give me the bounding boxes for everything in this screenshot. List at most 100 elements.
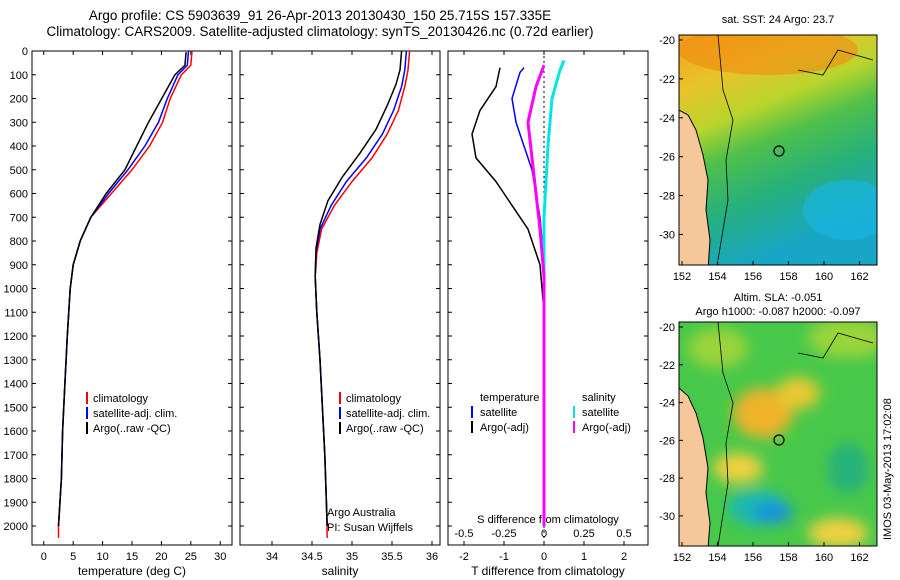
y-tick-label: 1600 xyxy=(4,426,28,438)
y-tick-label: 700 xyxy=(10,212,28,224)
sla-land xyxy=(679,388,710,546)
x-axis-label: T difference from climatology xyxy=(471,564,625,578)
x-tick-label: 15 xyxy=(126,551,138,563)
legend-label: satellite-adj. clim. xyxy=(346,408,430,420)
y-tick-label: 900 xyxy=(10,260,28,272)
x-tick-label: 35.5 xyxy=(381,551,402,563)
x2-tick-label: 0.25 xyxy=(573,528,594,540)
lon-tick-label: 162 xyxy=(850,552,868,564)
legend-label: satellite xyxy=(582,407,619,419)
x-tick-label: 2 xyxy=(621,551,627,563)
lon-tick-label: 160 xyxy=(815,271,833,283)
x-tick-label: 20 xyxy=(155,551,167,563)
x-tick-label: 1 xyxy=(581,551,587,563)
series-line-t-argo-adj- xyxy=(471,67,545,526)
legend-label: satellite-adj. clim. xyxy=(93,408,177,420)
legend-label: satellite xyxy=(480,407,517,419)
x-tick-label: 25 xyxy=(185,551,197,563)
x-tick-label: 5 xyxy=(70,551,76,563)
legend-label: Argo(..raw -QC) xyxy=(346,423,424,435)
x-tick-label: -1 xyxy=(499,551,509,563)
lat-tick-label: -28 xyxy=(659,191,675,203)
lon-tick-label: 156 xyxy=(744,271,762,283)
lat-tick-label: -20 xyxy=(659,322,675,334)
lon-tick-label: 154 xyxy=(708,271,726,283)
lon-tick-label: 158 xyxy=(779,271,797,283)
y-tick-label: 300 xyxy=(10,117,28,129)
sst-land xyxy=(679,110,710,265)
x-tick-label: 34.5 xyxy=(301,551,322,563)
source-annotation: Argo Australia xyxy=(327,507,396,519)
lon-tick-label: 152 xyxy=(673,271,691,283)
sst-isobath xyxy=(717,35,874,261)
legend-label: Argo(-adj) xyxy=(480,422,529,434)
series-line-t-satellite xyxy=(511,67,545,526)
lon-tick-label: 156 xyxy=(744,552,762,564)
sst-coastline xyxy=(679,109,711,265)
lat-tick-label: -30 xyxy=(659,511,675,523)
lat-tick-label: -24 xyxy=(659,113,675,125)
sst-cool-patch xyxy=(803,180,877,240)
salinity-panel: 34 34.5 35 35.5 36 salinity climatology satelli… xyxy=(239,50,441,578)
x2-tick-label: -0.25 xyxy=(491,528,516,540)
sst-label: sat. SST: 24 Argo: 23.7 xyxy=(721,14,835,26)
series-line-s-argo-adj- xyxy=(526,64,546,526)
lon-tick-label: 160 xyxy=(815,552,833,564)
lon-tick-label: 154 xyxy=(708,552,726,564)
x2-tick-label: 0 xyxy=(541,528,547,540)
legend-label: Argo(..raw -QC) xyxy=(93,423,171,435)
legend-salinity-heading: salinity xyxy=(582,392,616,404)
legend-label: climatology xyxy=(346,393,402,405)
y-tick-label: 1100 xyxy=(4,307,28,319)
y-tick-label: 1200 xyxy=(4,331,28,343)
lon-tick-label: 162 xyxy=(850,271,868,283)
sla-label-2: Argo h1000: -0.087 h2000: -0.097 xyxy=(695,306,861,318)
y-tick-label: 1900 xyxy=(4,497,28,509)
lat-tick-label: -22 xyxy=(659,360,675,372)
lon-tick-label: 152 xyxy=(673,552,691,564)
series-line-argo-raw-qc- xyxy=(314,50,403,527)
lat-tick-label: -28 xyxy=(659,473,675,485)
sst-argo-marker xyxy=(773,145,785,157)
y-tick-label: 800 xyxy=(10,236,28,248)
plot-frame xyxy=(447,50,649,546)
title-line-2: Climatology: CARS2009. Satellite-adjuste… xyxy=(46,24,594,39)
sla-label-1: Altim. SLA: -0.051 xyxy=(733,292,823,304)
x-tick-label: 30 xyxy=(214,551,226,563)
y-tick-label: 200 xyxy=(10,94,28,106)
series-line-climatology xyxy=(57,50,193,538)
y-tick-label: 1400 xyxy=(4,379,28,391)
y-tick-label: 600 xyxy=(10,189,28,201)
y-tick-label: 1300 xyxy=(4,355,28,367)
x2-tick-label: 0.5 xyxy=(616,528,631,540)
sla-map: 152 154 156 158 160 162 -20 -22 -24 -26 -28 -30 xyxy=(659,321,878,564)
x-tick-label: 35 xyxy=(346,551,358,563)
title-line-1: Argo profile: CS 5903639_91 26-Apr-2013 … xyxy=(88,8,552,23)
lat-tick-label: -30 xyxy=(659,229,675,241)
plot-frame xyxy=(239,50,441,546)
y-tick-label: 2000 xyxy=(4,521,28,533)
series-line-s-satellite xyxy=(542,59,566,526)
y-tick-label: 500 xyxy=(10,165,28,177)
lat-tick-label: -22 xyxy=(659,74,675,86)
series-line-satellite-adj-clim- xyxy=(57,50,190,527)
y-tick-label: 100 xyxy=(10,70,28,82)
x-tick-label: 34 xyxy=(266,551,278,563)
x2-axis-label: S difference from climatology xyxy=(477,514,619,526)
sla-argo-marker xyxy=(773,434,785,446)
x-tick-label: 36 xyxy=(426,551,438,563)
lat-tick-label: -20 xyxy=(659,35,675,47)
y-tick-label: 400 xyxy=(10,141,28,153)
x-axis-label: temperature (deg C) xyxy=(78,564,186,578)
sla-isobath xyxy=(717,322,874,546)
sst-warm-patch xyxy=(679,35,858,75)
difference-panel: -2 -1 0 1 2T difference from climatology -0.5… xyxy=(447,50,649,578)
y-tick-label: 0 xyxy=(22,46,28,58)
lat-tick-label: -24 xyxy=(659,398,675,410)
y-tick-label: 1000 xyxy=(4,284,28,296)
sla-coastline xyxy=(679,387,711,546)
lon-tick-label: 158 xyxy=(779,552,797,564)
x2-tick-label: -0.5 xyxy=(455,528,474,540)
y-tick-label: 1500 xyxy=(4,402,28,414)
